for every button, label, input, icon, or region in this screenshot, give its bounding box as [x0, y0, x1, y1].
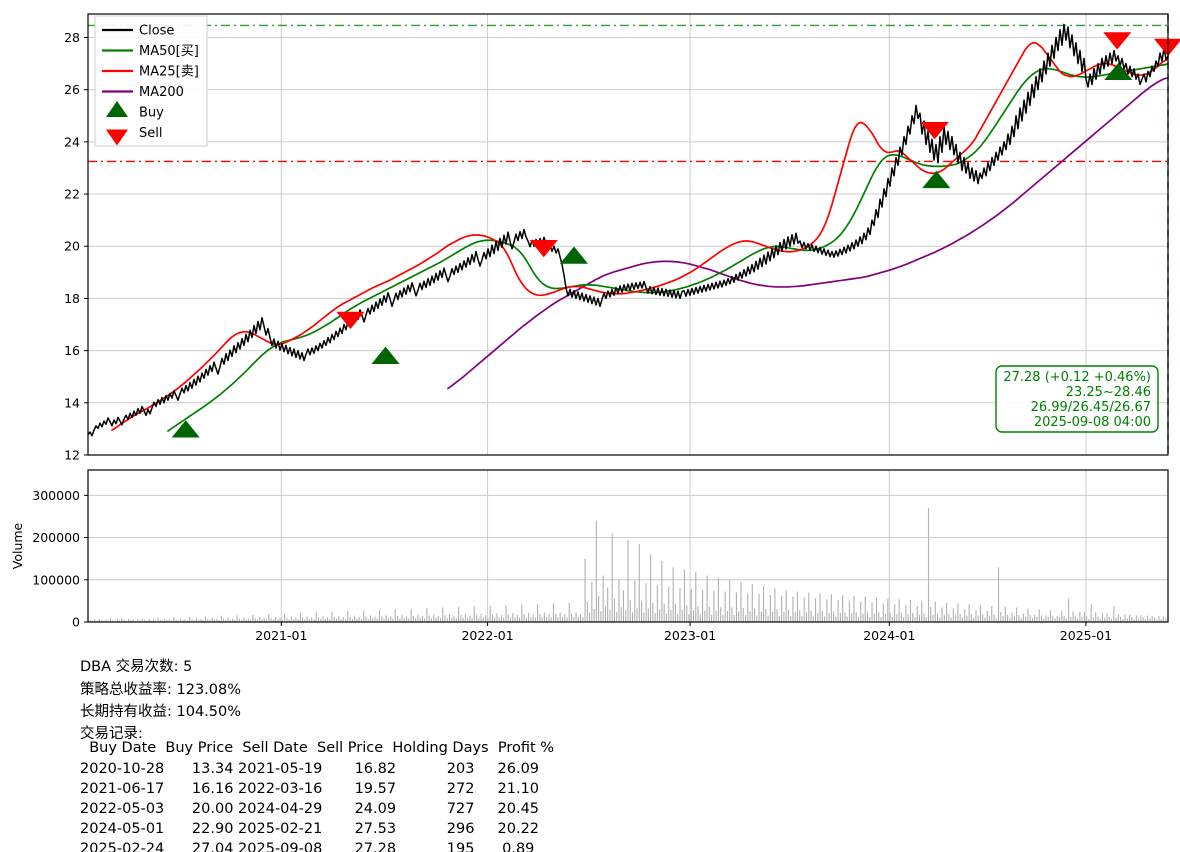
legend-label: MA200: [139, 85, 184, 100]
trade-record-row: 2025-02-24 27.04 2025-09-08 27.28 195 0.…: [80, 841, 534, 852]
records-header: Buy Date Buy Price Sell Date Sell Price …: [80, 740, 554, 756]
info-box-border: [995, 365, 1159, 433]
volume-plot-frame: [87, 469, 1169, 623]
x-tick-label: 2024-01: [863, 628, 915, 643]
legend-label: MA25[卖]: [139, 65, 199, 80]
price-tick-label: 20: [64, 239, 80, 254]
x-tick-label: 2021-01: [255, 628, 307, 643]
volume-tick-label: 100000: [32, 572, 80, 587]
volume-axis-label: Volume: [10, 522, 25, 569]
volume-tick-label: 200000: [32, 530, 80, 545]
x-tick-label: 2023-01: [664, 628, 716, 643]
legend-label: Sell: [139, 126, 162, 141]
volume-bars: [87, 508, 1169, 622]
legend-label: MA50[买]: [139, 44, 199, 59]
legend-label: Close: [139, 24, 174, 39]
trade-count: DBA 交易次数: 5: [80, 657, 192, 675]
report-block: DBA 交易次数: 5 策略总收益率: 123.08% 长期持有收益: 104.…: [80, 657, 554, 852]
price-tick-label: 14: [64, 395, 80, 410]
info-box-timestamp: 2025-09-08 04:00: [1034, 415, 1151, 430]
buyhold-return: 长期持有收益: 104.50%: [80, 703, 241, 720]
legend: Close MA50[买] MA25[卖] MA200 Buy Sell: [94, 15, 208, 147]
strategy-return: 策略总收益率: 123.08%: [80, 681, 241, 698]
volume-panel: 0 100000 200000 300000 Volume 2021-01 2022-0…: [10, 469, 1169, 643]
x-tick-label: 2022-01: [461, 628, 513, 643]
price-tick-label: 26: [64, 82, 80, 97]
volume-y-axis-ticks: 0 100000 200000 300000: [32, 488, 88, 630]
legend-box: [94, 15, 208, 147]
price-panel: 12 14 16 18 20 22 24 26 28: [64, 13, 1180, 463]
price-tick-label: 16: [64, 343, 80, 358]
legend-items: Close MA50[买] MA25[卖] MA200 Buy Sell: [102, 24, 199, 146]
trade-record-row: 2024-05-01 22.90 2025-02-21 27.53 296 20…: [80, 821, 539, 837]
price-tick-label: 22: [64, 187, 80, 202]
info-box-mas: 26.99/26.45/26.67: [1031, 400, 1151, 415]
volume-tick-label: 300000: [32, 488, 80, 503]
price-series-group: [87, 23, 1169, 437]
price-threshold-lines: [88, 24, 1168, 163]
records-title: 交易记录:: [80, 724, 143, 742]
price-plot-background: [88, 14, 1168, 455]
trade-records: 2020-10-28 13.34 2021-05-19 16.82 203 26…: [80, 761, 539, 852]
trade-record-row: 2021-06-17 16.16 2022-03-16 19.57 272 21…: [80, 781, 539, 797]
info-box-price: 27.28 (+0.12 +0.46%): [1003, 370, 1151, 385]
trade-markers: [171, 32, 1180, 438]
price-plot-frame: [87, 13, 1169, 456]
x-axis-ticks: 2021-01 2022-01 2023-01 2024-01 2025-01: [255, 622, 1112, 643]
price-tick-label: 18: [64, 291, 80, 306]
legend-label: Buy: [139, 106, 164, 121]
trade-record-row: 2020-10-28 13.34 2021-05-19 16.82 203 26…: [80, 761, 539, 777]
price-tick-label: 12: [64, 448, 80, 463]
x-tick-label: 2025-01: [1060, 628, 1112, 643]
info-box: 27.28 (+0.12 +0.46%) 23.25~28.46 26.99/2…: [995, 365, 1159, 433]
trade-record-row: 2022-05-03 20.00 2024-04-29 24.09 727 20…: [80, 801, 539, 817]
price-tick-label: 24: [64, 134, 80, 149]
price-tick-label: 28: [64, 30, 80, 45]
info-box-range: 23.25~28.46: [1066, 385, 1151, 400]
volume-tick-label: 0: [72, 615, 80, 630]
price-y-axis-ticks: 12 14 16 18 20 22 24 26 28: [64, 30, 88, 463]
